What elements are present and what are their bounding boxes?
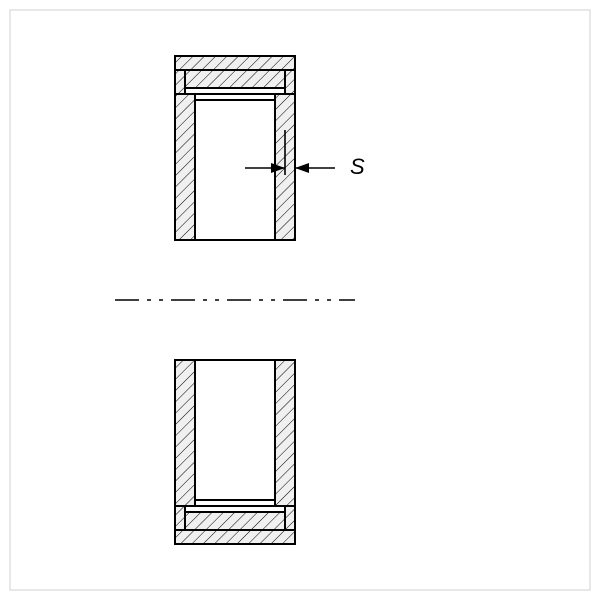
dimension-label-s: S [350,154,365,179]
